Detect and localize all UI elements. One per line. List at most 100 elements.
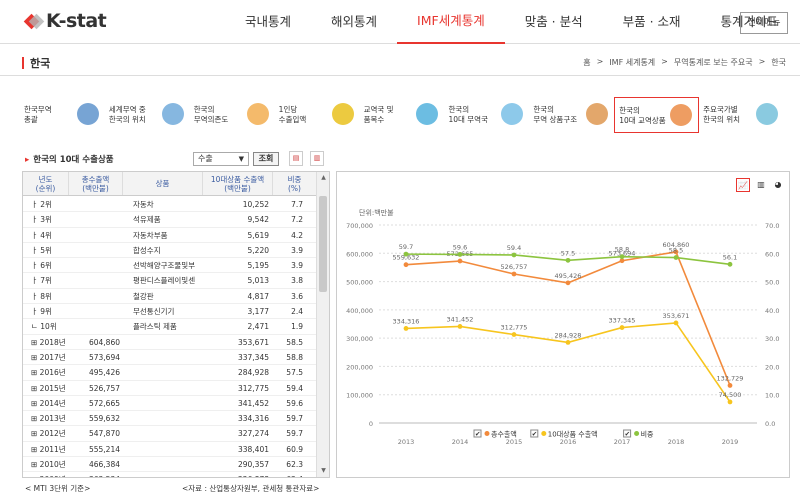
scroll-thumb[interactable]: [319, 196, 327, 292]
table-row[interactable]: ㅏ 4위 자동차부품 5,619 4.2: [23, 228, 317, 243]
table-row[interactable]: ⊞ 2017년 573,694 337,345 58.8: [23, 350, 317, 366]
table-row[interactable]: ㅏ 7위 평판디스플레이및센 5,013 3.8: [23, 273, 317, 289]
scroll-up-icon[interactable]: ▲: [321, 174, 326, 181]
data-point[interactable]: [511, 271, 517, 277]
table-row[interactable]: ⊞ 2010년 466,384 290,357 62.3: [23, 457, 317, 473]
grid-header-cell[interactable]: 총수출액 (백만불): [69, 172, 123, 195]
data-point[interactable]: [727, 261, 733, 267]
grid-header: 년도 (순위) 총수출액 (백만불) 상품 10대상품 수출액 (백만불) 비중 (%): [23, 172, 317, 196]
nav-item-0[interactable]: 국내통계: [245, 14, 292, 29]
table-cell-c3: 341,452: [237, 398, 269, 408]
table-cell-c2: [123, 457, 203, 471]
data-point[interactable]: [619, 325, 625, 330]
grid-header-cell[interactable]: 년도 (순위): [23, 172, 69, 195]
nav-item-3[interactable]: 맞춤 · 분석: [524, 14, 583, 29]
tile-5[interactable]: 한국의 10대 무역국: [444, 97, 529, 133]
table-cell-c1: 495,426: [88, 368, 120, 378]
table-row[interactable]: ⊞ 2014년 572,665 341,452 59.6: [23, 396, 317, 412]
tile-6[interactable]: 한국의 무역 상품구조: [529, 97, 614, 133]
data-point[interactable]: [565, 257, 571, 263]
table-row[interactable]: ⊞ 2016년 495,426 284,928 57.5: [23, 365, 317, 381]
breadcrumb-item[interactable]: 무역통계로 보는 주요국: [673, 58, 753, 67]
table-row[interactable]: ㅏ 3위 석유제품 9,542 7.2: [23, 212, 317, 228]
table-row[interactable]: ㅏ 2위 자동차 10,252 7.7: [23, 197, 317, 213]
data-point[interactable]: [565, 280, 571, 286]
scroll-down-icon[interactable]: ▼: [321, 467, 326, 474]
data-point[interactable]: [727, 399, 733, 405]
data-point[interactable]: [727, 383, 733, 388]
table-cell-c4: 62.3: [286, 460, 303, 470]
tile-4[interactable]: 교역국 및 품목수: [360, 97, 445, 133]
data-point[interactable]: [403, 326, 409, 331]
grid-header-cell[interactable]: 10대상품 수출액 (백만불): [203, 172, 273, 195]
table-cell-c0: ㄴ 10위: [31, 322, 57, 332]
data-point[interactable]: [619, 254, 625, 260]
line-chart-icon[interactable]: 📈: [736, 178, 750, 192]
data-point[interactable]: [403, 251, 409, 257]
table-cell-c0: ⊞ 2017년: [31, 352, 66, 362]
legend-checkbox[interactable]: [623, 429, 632, 438]
trade-type-select[interactable]: 수출 ▼: [193, 152, 249, 166]
breadcrumb-item[interactable]: 한국: [771, 58, 786, 67]
data-point[interactable]: [673, 249, 679, 255]
tile-illustration-icon: [161, 103, 184, 125]
table-row[interactable]: ㄴ 10위 플라스틱 제품 2,471 1.9: [23, 319, 317, 335]
nav-item-5[interactable]: 통계가이드: [720, 14, 779, 29]
table-row[interactable]: ⊞ 2013년 559,632 334,316 59.7: [23, 411, 317, 427]
page-titlebar: 한국 홈 > IMF 세계통계 > 무역통계로 보는 주요국 > 한국: [0, 50, 800, 76]
table-row[interactable]: ⊞ 2011년 555,214 338,401 60.9: [23, 442, 317, 458]
pie-chart-icon[interactable]: ◕: [774, 180, 782, 189]
data-point[interactable]: [673, 320, 679, 326]
table-cell-c3: 5,013: [247, 276, 269, 286]
table-row[interactable]: ㅏ 9위 무선통신기기 3,177 2.4: [23, 304, 317, 320]
query-button[interactable]: 조회: [253, 152, 279, 166]
data-point[interactable]: [457, 252, 463, 257]
data-label: 58.8: [615, 246, 629, 254]
all-menu-button[interactable]: 전체메뉴: [740, 12, 788, 34]
y-left-tick: 700,000: [346, 222, 373, 230]
data-point[interactable]: [457, 324, 463, 329]
breadcrumb-separator: >: [758, 57, 766, 66]
data-point[interactable]: [511, 332, 517, 337]
grid-header-cell[interactable]: 비중 (%): [273, 172, 317, 195]
table-row[interactable]: ⊞ 2018년 604,860 353,671 58.5: [23, 335, 317, 350]
data-point[interactable]: [511, 252, 517, 258]
tile-illustration-icon: [331, 103, 354, 125]
logo[interactable]: K-stat: [26, 10, 107, 32]
table-cell-c0: ㅏ 9위: [31, 307, 52, 317]
table-cell-c1: [69, 212, 123, 226]
breadcrumb-item[interactable]: IMF 세계통계: [609, 58, 656, 67]
data-point[interactable]: [457, 258, 463, 264]
grid-header-cell[interactable]: 상품: [123, 172, 203, 195]
grid-scrollbar[interactable]: ▲ ▼: [316, 172, 329, 477]
table-row[interactable]: ⊞ 2015년 526,757 312,775 59.4: [23, 381, 317, 396]
tile-0[interactable]: 한국무역 총괄: [20, 97, 105, 133]
tile-2[interactable]: 한국의 무역의존도: [190, 97, 275, 133]
nav-item-2[interactable]: IMF세계통계: [397, 0, 505, 44]
data-point[interactable]: [565, 340, 571, 345]
table-row[interactable]: ⊞ 2012년 547,870 327,274 59.7: [23, 426, 317, 442]
table-row[interactable]: ⊞ 2009년363,534 226,87862.4: [23, 472, 317, 477]
data-point[interactable]: [403, 262, 409, 268]
y-left-tick: 400,000: [346, 307, 373, 315]
pdf-download-icon[interactable]: ▤: [289, 151, 303, 166]
breadcrumb-item[interactable]: 홈: [583, 58, 591, 67]
data-point[interactable]: [673, 255, 679, 260]
legend-checkbox[interactable]: [530, 429, 539, 438]
tile-7[interactable]: 한국의 10대 교역상품: [614, 97, 700, 133]
table-cell-c3: 327,274: [237, 429, 269, 439]
bar-chart-icon[interactable]: ▥: [757, 180, 765, 189]
excel-download-icon[interactable]: ▥: [310, 151, 324, 166]
nav-item-1[interactable]: 해외통계: [331, 14, 378, 29]
table-row[interactable]: ㅏ 6위 선박해양구조물및부 5,195 3.9: [23, 258, 317, 274]
tile-8[interactable]: 주요국가별 한국의 위치: [699, 97, 784, 133]
data-point[interactable]: [619, 258, 625, 264]
table-cell-c1: 547,870: [88, 429, 120, 439]
table-row[interactable]: ㅏ 8위 철강판 4,817 3.6: [23, 289, 317, 305]
legend-checkbox[interactable]: [473, 429, 482, 438]
tile-1[interactable]: 세계무역 중 한국의 위치: [105, 97, 190, 133]
nav-item-4[interactable]: 부품 · 소재: [622, 14, 681, 29]
table-cell-c3: 337,345: [237, 352, 269, 362]
tile-3[interactable]: 1인당 수출입액: [275, 97, 360, 133]
table-row[interactable]: ㅏ 5위 합성수지 5,220 3.9: [23, 243, 317, 259]
